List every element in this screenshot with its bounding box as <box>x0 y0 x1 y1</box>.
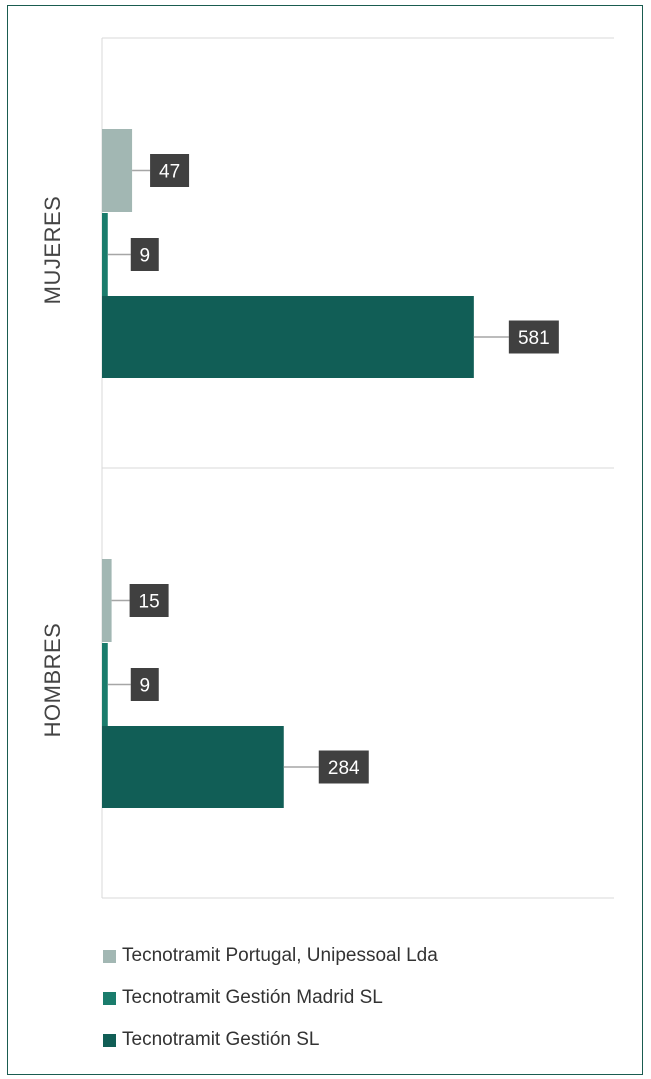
data-label: 284 <box>328 758 360 779</box>
data-label: 9 <box>139 246 150 267</box>
data-label-box <box>318 750 369 784</box>
data-label: 47 <box>159 162 180 183</box>
chart-legend: Tecnotramit Portugal, Unipessoal Lda Tec… <box>103 935 438 1061</box>
legend-label: Tecnotramit Portugal, Unipessoal Lda <box>122 945 438 966</box>
bar-chart: MUJERES HOMBRES 47 9 581 15 9 284 <box>40 37 614 899</box>
bar <box>102 213 108 296</box>
data-label-box <box>129 584 169 617</box>
data-label: 9 <box>139 676 150 697</box>
legend-swatch <box>103 949 116 963</box>
bar <box>102 726 284 808</box>
legend-item: Tecnotramit Gestión SL <box>103 1019 438 1061</box>
legend-item: Tecnotramit Portugal, Unipessoal Lda <box>103 935 438 977</box>
data-label-box <box>150 154 190 187</box>
legend-label: Tecnotramit Gestión Madrid SL <box>122 987 383 1008</box>
data-label-box <box>508 320 559 354</box>
legend-label: Tecnotramit Gestión SL <box>122 1029 320 1050</box>
data-label: 15 <box>139 592 160 613</box>
category-label: HOMBRES <box>40 623 65 738</box>
bar <box>102 643 108 726</box>
data-label-box <box>130 668 159 701</box>
bar <box>102 296 474 378</box>
bar <box>102 559 112 642</box>
bar <box>102 129 133 212</box>
data-label-box <box>130 238 159 271</box>
legend-swatch <box>103 991 116 1005</box>
legend-item: Tecnotramit Gestión Madrid SL <box>103 977 438 1019</box>
legend-swatch <box>103 1033 116 1047</box>
data-label: 581 <box>518 328 550 349</box>
category-label: MUJERES <box>40 196 65 305</box>
